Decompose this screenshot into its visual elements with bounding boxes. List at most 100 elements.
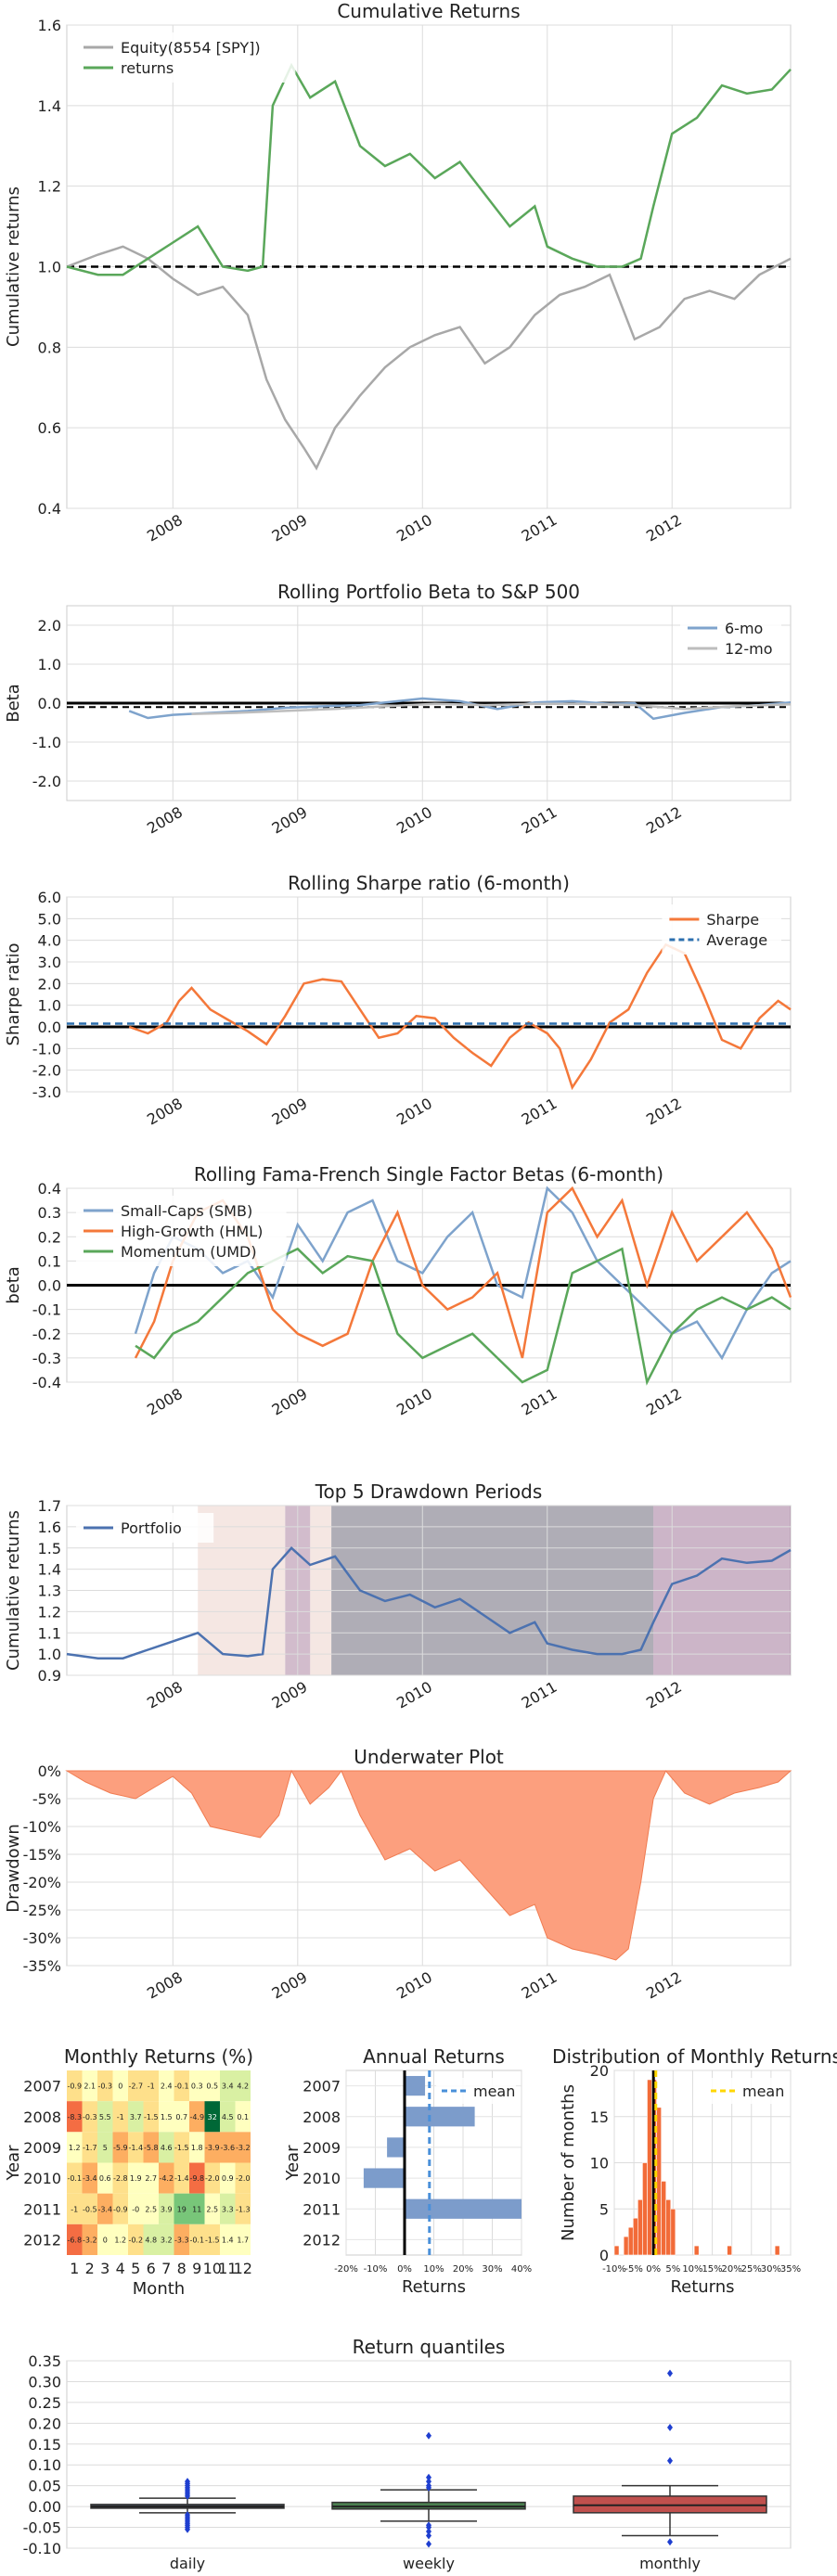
heatmap-cell	[143, 2162, 159, 2194]
histogram-bar	[623, 2236, 629, 2256]
ytick-label: 2.0	[38, 975, 61, 993]
heatmap-value: -4.9	[189, 2113, 204, 2121]
heatmap-value: -2.0	[236, 2174, 251, 2183]
heatmap-cell	[174, 2193, 189, 2224]
return-quantiles-chart: -0.10 -0.05 0.00 0.05 0.10 0.15 0.20 0.25 0.30 0.…	[23, 2336, 792, 2572]
ytick-label: 4.0	[38, 932, 61, 950]
y-axis-label: Number of months	[559, 2084, 578, 2241]
legend-box	[680, 613, 781, 663]
xtick-label: 20%	[722, 2264, 742, 2275]
annual-bar	[363, 2168, 405, 2188]
heatmap-cell	[204, 2132, 220, 2163]
histogram-bar	[637, 2199, 643, 2256]
outlier-point	[426, 2478, 431, 2486]
heatmap-value: 2.7	[145, 2174, 157, 2183]
xtick-label: 2010	[393, 511, 435, 545]
outlier-point	[185, 2492, 190, 2500]
heatmap-value: 4.5	[222, 2113, 234, 2121]
heatmap-cell	[143, 2070, 159, 2102]
heatmap-value: -1.7	[83, 2144, 97, 2152]
month-label: 3	[100, 2260, 109, 2277]
category-label: daily	[170, 2555, 205, 2572]
xtick-label: -20%	[334, 2264, 358, 2275]
heatmap-cell	[143, 2132, 159, 2163]
legend-label: Equity(8554 [SPY])	[121, 39, 261, 57]
heatmap-value: 0.1	[237, 2113, 249, 2121]
heatmap-value: -3.3	[174, 2236, 189, 2244]
heatmap-value: 1.5	[161, 2113, 173, 2121]
heatmap-value: 0.7	[175, 2113, 187, 2121]
month-label: 10	[203, 2260, 222, 2277]
series-line	[66, 1546, 792, 1660]
histogram-bar	[647, 2079, 652, 2256]
ytick-label: 0.0	[38, 1277, 61, 1295]
x-axis-label: Month	[133, 2279, 185, 2299]
year-label: 2012	[23, 2231, 61, 2249]
outlier-point	[426, 2473, 431, 2481]
xtick-label: 2008	[144, 1385, 186, 1419]
xtick-label: 2012	[643, 1968, 685, 2003]
ytick-label: -3.0	[32, 1083, 61, 1101]
heatmap-cell	[82, 2070, 97, 2102]
heatmap-cell	[204, 2070, 220, 2102]
heatmap-value: 4.6	[161, 2144, 173, 2152]
heatmap-cell	[159, 2101, 174, 2133]
xtick-label: 15%	[702, 2264, 722, 2275]
outlier-point	[667, 2538, 673, 2546]
xtick-label: 2010	[393, 1385, 435, 1419]
ytick-label: 0.3	[38, 1204, 61, 1222]
heatmap-cell	[82, 2162, 97, 2194]
heatmap-value: -2.7	[128, 2083, 143, 2091]
ytick-label: 0.00	[28, 2498, 61, 2516]
xtick-label: 2012	[643, 1095, 685, 1129]
heatmap-cell	[235, 2162, 251, 2194]
year-label: 2009	[23, 2139, 61, 2157]
heatmap-value: 3.7	[130, 2113, 142, 2121]
ytick-label: 3.0	[38, 954, 61, 971]
heatmap-cell	[174, 2162, 189, 2194]
series-line	[191, 702, 792, 716]
panel-4: 0.9 1.0 1.1 1.2 1.3 1.4 1.5 1.6 1.7 2008 2009 2010 2…	[4, 1480, 792, 1712]
heatmap-cell	[174, 2132, 189, 2163]
ytick-label: 1.0	[38, 656, 61, 673]
legend-label: mean	[473, 2083, 515, 2100]
heatmap-value: -2.8	[113, 2174, 128, 2183]
xtick-label: 35%	[780, 2264, 801, 2275]
ytick-label: -0.3	[32, 1350, 61, 1367]
xtick-label: 2008	[144, 1968, 186, 2003]
heatmap-value: 1.2	[69, 2144, 81, 2152]
ytick-label: 20	[590, 2062, 609, 2080]
heatmap-cell	[235, 2224, 251, 2255]
month-label: 6	[147, 2260, 156, 2277]
heatmap-cell	[67, 2162, 83, 2194]
outlier-point	[426, 2523, 431, 2531]
heatmap-cell	[220, 2101, 236, 2133]
month-label: 12	[234, 2260, 252, 2277]
ytick-label: -1.0	[32, 1040, 61, 1057]
x-axis-label: Returns	[402, 2277, 466, 2297]
heatmap-cell	[97, 2132, 113, 2163]
xtick-label: 25%	[741, 2264, 762, 2275]
heatmap-cell	[235, 2070, 251, 2102]
ytick-label: 1.2	[38, 1603, 61, 1621]
heatmap-value: -1.5	[144, 2113, 159, 2121]
year-label: 2009	[303, 2139, 341, 2157]
xtick-label: 2009	[269, 1385, 311, 1419]
heatmap-value: -1.5	[205, 2236, 220, 2244]
ytick-label: 0	[599, 2247, 609, 2264]
heatmap-cell	[112, 2132, 128, 2163]
heatmap-value: -3.6	[220, 2144, 235, 2152]
legend-label: 12-mo	[725, 640, 773, 658]
outlier-point	[426, 2528, 431, 2536]
outlier-point	[426, 2483, 431, 2492]
heatmap-value: 2.5	[206, 2205, 218, 2213]
xtick-label: 40%	[511, 2264, 532, 2275]
ytick-label: 1.6	[38, 1519, 61, 1536]
heatmap-value: -3.4	[83, 2174, 97, 2183]
ytick-label: -10%	[23, 1818, 61, 1836]
heatmap-cell	[128, 2224, 144, 2255]
ytick-label: 6.0	[38, 889, 61, 906]
xtick-label: 2011	[519, 511, 560, 545]
heatmap-cell	[112, 2193, 128, 2224]
legend-box	[436, 2078, 516, 2104]
